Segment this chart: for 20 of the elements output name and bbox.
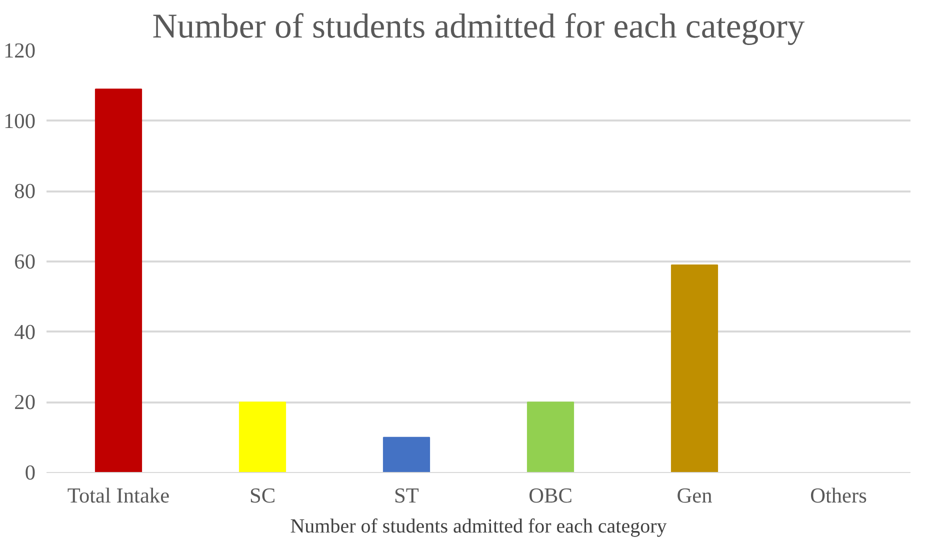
y-tick-label: 0	[24, 460, 36, 484]
y-tick-label: 40	[14, 320, 36, 344]
bar	[670, 264, 718, 472]
y-tick-label: 100	[4, 108, 36, 133]
bar	[238, 402, 286, 472]
y-tick-label: 120	[4, 38, 36, 62]
bar	[526, 402, 574, 472]
x-tick-label: OBC	[528, 484, 572, 508]
x-tick-label: ST	[394, 484, 419, 508]
bar	[94, 88, 142, 472]
bar	[382, 436, 430, 472]
x-axis-title: Number of students admitted for each category	[290, 516, 667, 538]
x-tick-label: SC	[249, 484, 276, 508]
x-tick-label: Gen	[676, 484, 713, 508]
x-tick-label: Total Intake	[67, 484, 170, 508]
x-tick-label: Others	[810, 484, 867, 508]
y-tick-label: 20	[14, 390, 36, 414]
y-tick-label: 60	[14, 250, 36, 274]
chart-title: Number of students admitted for each category	[152, 8, 806, 46]
y-tick-label: 80	[14, 179, 36, 204]
